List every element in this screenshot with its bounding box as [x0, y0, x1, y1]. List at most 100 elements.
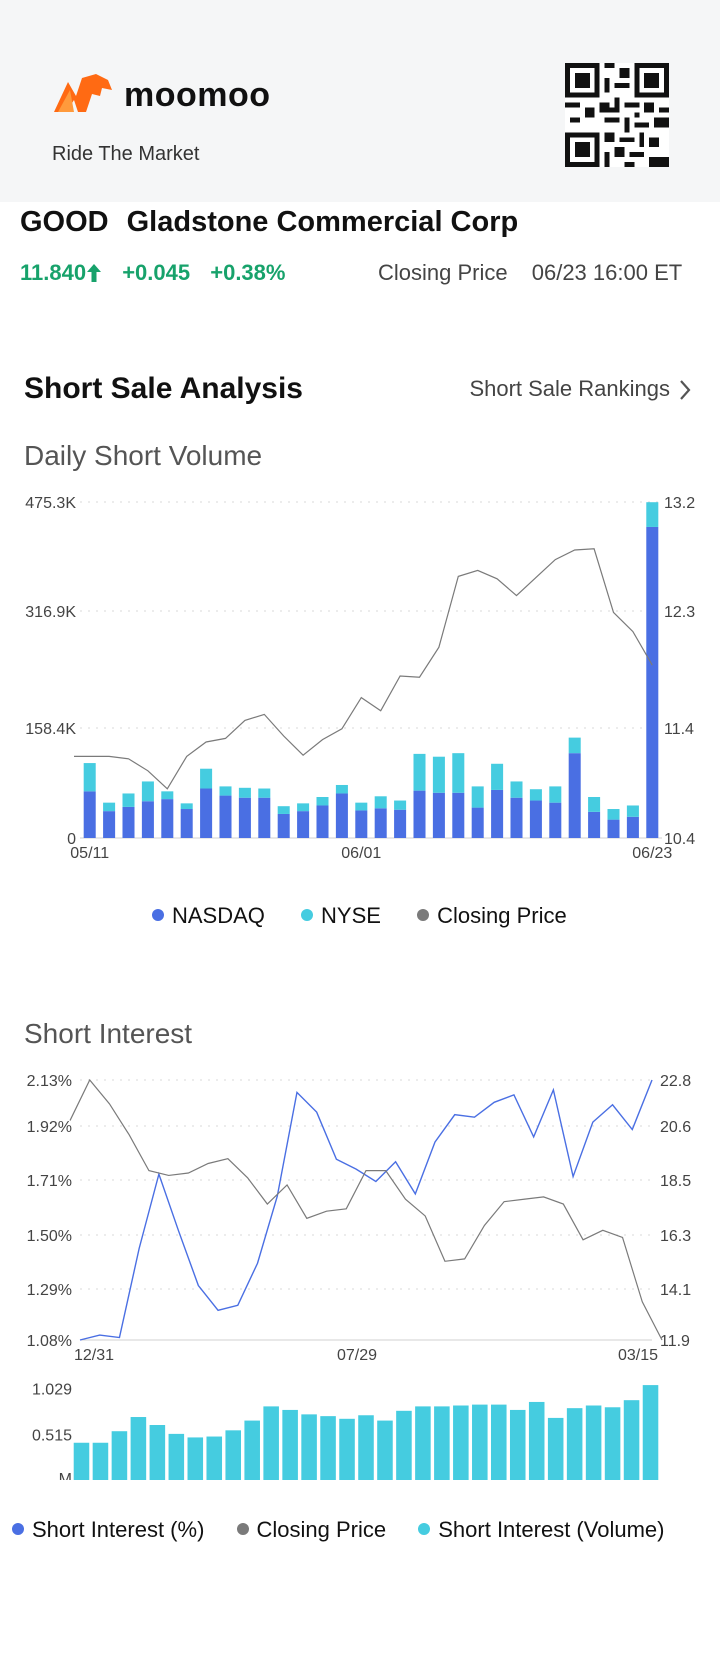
nasdaq-bar: [277, 813, 290, 838]
short-interest-volume-bar: [301, 1414, 317, 1480]
x-tick-label: 06/01: [341, 845, 381, 860]
nasdaq-bar: [335, 793, 348, 838]
nasdaq-bar: [452, 792, 465, 838]
short-interest-volume-bar: [320, 1416, 336, 1480]
nyse-bar: [258, 788, 271, 798]
nyse-bar: [277, 806, 290, 814]
nyse-bar: [161, 791, 174, 800]
nyse-bar: [200, 768, 213, 789]
daily-short-volume-title: Daily Short Volume: [24, 440, 263, 471]
nasdaq-bar: [607, 819, 620, 838]
nyse-bar: [141, 781, 154, 802]
nyse-bar: [568, 737, 581, 754]
short-interest-volume-bar: [396, 1410, 412, 1480]
legend-dot-short-volume: [418, 1523, 431, 1535]
x-tick-label: 03/15: [618, 1347, 658, 1364]
short-interest-volume-bar: [377, 1420, 393, 1480]
y-tick-label-left: 316.9K: [25, 604, 76, 621]
nyse-bar: [335, 784, 348, 794]
nasdaq-bar: [180, 809, 193, 838]
nyse-bar: [413, 753, 426, 791]
nasdaq-bar: [374, 808, 387, 838]
nasdaq-bar: [510, 797, 523, 838]
short-interest-volume-bar: [547, 1417, 564, 1480]
nyse-bar: [103, 802, 116, 812]
stock-title: GOOD Gladstone Commercial Corp: [20, 206, 518, 239]
nasdaq-bar: [355, 810, 368, 838]
short-interest-volume-bar: [111, 1431, 128, 1480]
nyse-bar: [297, 803, 310, 812]
volume-tick-label: 0.515: [32, 1427, 72, 1444]
nyse-bar: [316, 796, 329, 806]
legend-label: NYSE: [321, 903, 381, 928]
short-interest-volume-bar: [453, 1405, 469, 1480]
closing-price-line: [69, 1078, 663, 1341]
legend-item-closing-price: Closing Price: [236, 1517, 386, 1542]
app-header: moomoo Ride The Market: [0, 0, 720, 202]
short-interest-volume-bar: [490, 1404, 507, 1480]
short-sale-rankings-link[interactable]: Short Sale Rankings: [469, 376, 670, 401]
short-interest-volume-bar: [604, 1407, 621, 1480]
nyse-bar: [626, 805, 639, 817]
nasdaq-bar: [568, 753, 581, 838]
nyse-bar: [491, 763, 504, 790]
nyse-bar: [646, 502, 659, 527]
nyse-bar: [394, 800, 407, 810]
legend-item-short-interest-volume: Short Interest (Volume): [418, 1517, 664, 1542]
nasdaq-bar: [413, 790, 426, 838]
y-tick-label-right: 12.3: [664, 604, 695, 621]
nyse-bar: [452, 753, 465, 793]
closing-status: Closing Price: [378, 260, 508, 285]
short-interest-volume-bar: [263, 1406, 279, 1480]
nyse-bar: [432, 756, 445, 793]
y-tick-label-left: 1.71%: [27, 1173, 72, 1190]
y-tick-label-right: 14.1: [660, 1282, 691, 1299]
short-interest-volume-bar: [73, 1442, 90, 1480]
legend-dot-short-pct: [12, 1523, 24, 1535]
legend-label: NASDAQ: [172, 903, 265, 928]
nasdaq-bar: [258, 797, 271, 838]
short-interest-volume-bar: [566, 1408, 583, 1480]
legend-item-short-interest-pct: Short Interest (%): [12, 1517, 204, 1542]
y-tick-label-right: 13.2: [664, 495, 695, 512]
y-tick-label-right: 20.6: [660, 1119, 691, 1136]
nyse-bar: [549, 786, 562, 803]
tagline: Ride The Market: [52, 143, 200, 165]
nasdaq-bar: [626, 816, 639, 838]
short-interest-volume-bar: [358, 1415, 374, 1480]
y-tick-label-right: 22.8: [660, 1073, 691, 1090]
y-tick-label-left: 1.29%: [27, 1282, 72, 1299]
volume-tick-label: M: [59, 1471, 72, 1480]
y-tick-label-left: 475.3K: [25, 495, 76, 512]
y-tick-label-right: 11.9: [660, 1333, 690, 1350]
short-interest-volume-bar: [623, 1400, 640, 1480]
y-tick-label-right: 18.5: [660, 1173, 691, 1190]
nasdaq-bar: [297, 811, 310, 838]
short-interest-title: Short Interest: [24, 1018, 193, 1049]
legend-dot-nyse: [301, 909, 314, 921]
price-group: 11.840 +0.045 +0.38%: [20, 260, 285, 286]
legend-item-nyse: NYSE: [301, 903, 381, 928]
short-interest-volume-bar: [187, 1437, 204, 1480]
short-interest-volume-bar: [168, 1433, 185, 1480]
stock-name: Gladstone Commercial Corp: [126, 206, 519, 238]
nasdaq-bar: [219, 795, 232, 838]
y-tick-label-left: 1.92%: [27, 1119, 72, 1136]
y-tick-label-right: 16.3: [660, 1228, 691, 1245]
nasdaq-bar: [200, 788, 213, 838]
nasdaq-bar: [238, 797, 251, 838]
nasdaq-bar: [529, 800, 542, 838]
short-interest-volume-bar: [528, 1401, 545, 1480]
price-change-pct: +0.38%: [210, 260, 286, 285]
nyse-bar: [238, 787, 251, 798]
nyse-bar: [607, 809, 620, 820]
close-timestamp: 06/23 16:00 ET: [531, 260, 683, 285]
nasdaq-bar: [646, 526, 659, 838]
nyse-bar: [588, 796, 601, 812]
short-interest-volume-bar: [244, 1420, 260, 1480]
y-tick-label-left: 1.50%: [27, 1228, 72, 1245]
nyse-bar: [510, 781, 523, 798]
chevron-right-icon[interactable]: [678, 378, 692, 402]
section-title: Short Sale Analysis: [24, 372, 303, 405]
volume-tick-label: 1.029: [32, 1382, 72, 1399]
